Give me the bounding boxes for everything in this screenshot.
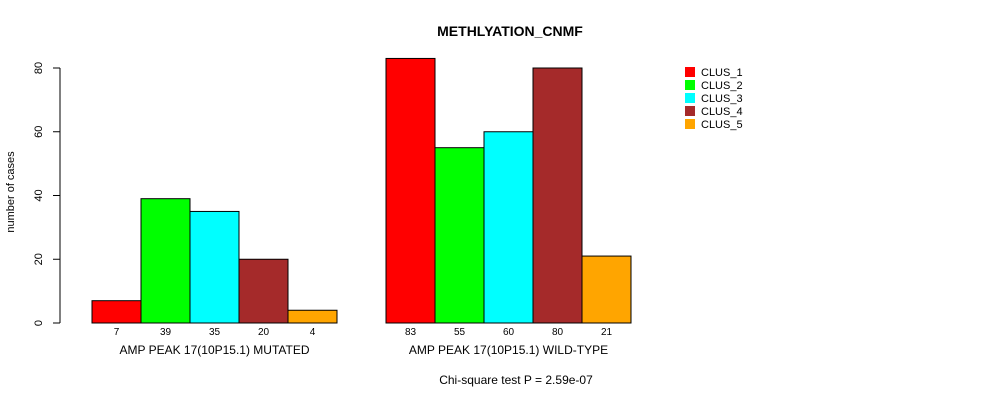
bar	[287, 309, 338, 324]
y-axis-label: number of cases	[5, 151, 17, 233]
bar-value-label: 55	[454, 327, 466, 338]
bar-value-label: 7	[114, 327, 120, 338]
x-group-label: AMP PEAK 17(10P15.1) MUTATED	[119, 343, 309, 357]
legend-swatch	[685, 93, 695, 103]
bar	[91, 300, 142, 324]
legend-swatch	[685, 67, 695, 77]
bar-value-label: 21	[601, 327, 613, 338]
legend-label: CLUS_1	[701, 67, 743, 79]
bar	[581, 255, 632, 324]
legend-swatch	[685, 106, 695, 116]
chart-title: METHLYATION_CNMF	[437, 23, 583, 39]
bar-value-label: 83	[405, 327, 417, 338]
y-tick-label: 80	[33, 62, 45, 74]
bar	[483, 131, 534, 324]
bar-value-label: 20	[258, 327, 270, 338]
bar-value-label: 4	[310, 327, 316, 338]
bar	[434, 147, 485, 324]
bar	[140, 198, 191, 324]
legend-label: CLUS_4	[701, 106, 743, 118]
y-tick-label: 60	[33, 126, 45, 138]
legend-label: CLUS_5	[701, 119, 743, 131]
bar	[532, 67, 583, 324]
bar-value-label: 60	[503, 327, 515, 338]
bar	[189, 210, 240, 324]
y-axis: 0 20 40 60 80	[33, 62, 61, 326]
bar	[385, 57, 436, 324]
legend-label: CLUS_3	[701, 93, 743, 105]
legend-swatch	[685, 119, 695, 129]
chi-square-footnote: Chi-square test P = 2.59e-07	[439, 373, 593, 387]
legend-label: CLUS_2	[701, 80, 743, 92]
bar-value-label: 80	[552, 327, 564, 338]
y-tick-label: 0	[33, 320, 45, 326]
x-group-label: AMP PEAK 17(10P15.1) WILD-TYPE	[409, 343, 608, 357]
y-tick-label: 40	[33, 189, 45, 201]
bar-value-label: 35	[209, 327, 221, 338]
bar	[238, 258, 289, 324]
y-tick-label: 20	[33, 253, 45, 265]
bar-value-label: 39	[160, 327, 172, 338]
legend-swatch	[685, 80, 695, 90]
